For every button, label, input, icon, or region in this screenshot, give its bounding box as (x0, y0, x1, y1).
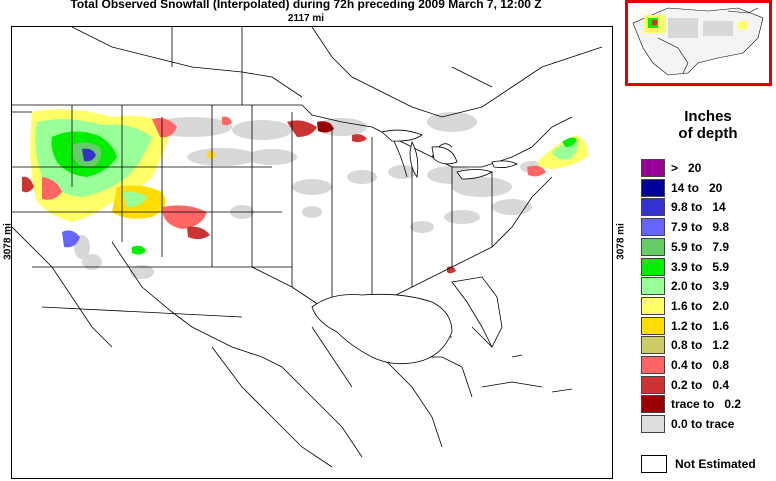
map-width-label: 2117 mi (287, 13, 325, 24)
legend-item: 14 to 20 (641, 178, 776, 198)
legend-title-line2: of depth (678, 125, 738, 142)
legend-item: 7.9 to 9.8 (641, 218, 776, 237)
legend-item: 1.6 to 2.0 (641, 296, 776, 316)
legend-item: 0.2 to 0.4 (641, 375, 776, 395)
legend-label: 5.9 to 7.9 (671, 239, 730, 254)
legend-item: > 20 (641, 159, 776, 178)
legend-item: 1.2 to 1.6 (641, 316, 776, 336)
legend-item: 9.8 to 14 (641, 198, 776, 217)
legend-swatch (641, 277, 665, 296)
legend-item: 0.0 to trace (641, 415, 776, 434)
gulf-of-mexico (311, 293, 453, 365)
legend-label: 1.6 to 2.0 (671, 298, 730, 313)
northeast-snow-areas (527, 135, 588, 177)
legend-swatch (641, 178, 665, 197)
caribbean-islands (481, 354, 573, 393)
northern-snow-patches (222, 116, 456, 274)
florida (451, 276, 503, 348)
legend-label: 7.9 to 9.8 (671, 220, 730, 235)
western-snow-areas (22, 109, 216, 255)
legend-label: 0.4 to 0.8 (671, 358, 730, 372)
legend-swatch (641, 159, 665, 177)
map-title: Total Observed Snowfall (Interpolated) d… (70, 0, 542, 11)
legend-item: 0.4 to 0.8 (641, 356, 776, 375)
not-estimated-swatch (641, 455, 667, 473)
legend-title: Inches of depth (640, 108, 776, 142)
legend-not-estimated: Not Estimated (641, 455, 776, 475)
legend-swatch (641, 336, 665, 355)
legend-item: 0.8 to 1.2 (641, 336, 776, 355)
legend-title-line1: Inches (684, 108, 732, 125)
legend-swatch (641, 296, 665, 315)
great-lakes (381, 129, 518, 180)
overview-map-icon (632, 7, 764, 76)
legend-swatch (641, 375, 665, 394)
snowfall-map[interactable] (11, 26, 613, 479)
legend-swatch (641, 316, 665, 335)
state-borders (12, 27, 603, 468)
legend-label: 9.8 to 14 (671, 200, 726, 215)
legend-label: 0.2 to 0.4 (671, 377, 730, 392)
legend-swatch (641, 415, 665, 434)
legend-label: trace to 0.2 (671, 397, 742, 412)
legend-item: 3.9 to 5.9 (641, 257, 776, 277)
legend-swatch (641, 218, 665, 237)
north-america-map-icon (12, 27, 603, 468)
legend-swatch (641, 356, 665, 374)
legend-swatch (641, 237, 665, 256)
legend-label: > 20 (671, 161, 702, 175)
legend-item: trace to 0.2 (641, 395, 776, 414)
legend-swatch (641, 198, 665, 217)
legend-label: 14 to 20 (671, 180, 723, 195)
legend-item: 5.9 to 7.9 (641, 237, 776, 257)
not-estimated-label: Not Estimated (675, 457, 756, 471)
legend-label: 3.9 to 5.9 (671, 259, 730, 274)
legend-item: 2.0 to 3.9 (641, 277, 776, 296)
map-height-label-right: 3078 mi (615, 223, 627, 260)
overview-inset[interactable] (625, 0, 772, 86)
legend-swatch (641, 257, 665, 276)
legend-label: 2.0 to 3.9 (671, 279, 730, 294)
legend-label: 0.0 to trace (671, 417, 735, 432)
legend-swatch (641, 395, 665, 414)
legend-label: 0.8 to 1.2 (671, 338, 730, 353)
legend-label: 1.2 to 1.6 (671, 318, 730, 333)
